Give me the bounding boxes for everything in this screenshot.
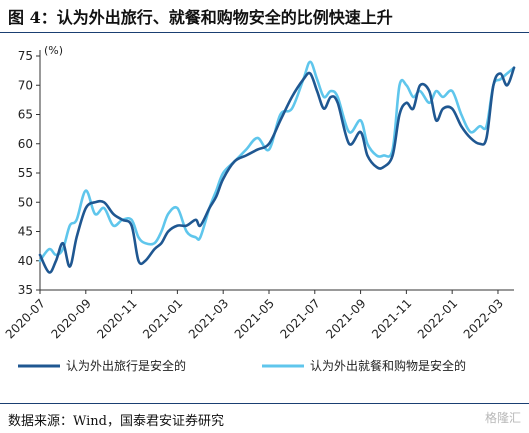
y-tick-label: 35 <box>18 283 33 297</box>
x-tick-label: 2021-05 <box>232 296 277 341</box>
x-tick-label: 2022-01 <box>415 296 460 341</box>
figure-title: 图 4：认为外出旅行、就餐和购物安全的比例快速上升 <box>8 8 393 27</box>
y-tick-label: 45 <box>18 225 33 239</box>
legend-label-2: 认为外出就餐和购物是安全的 <box>310 358 466 373</box>
y-tick-label: 40 <box>18 254 33 268</box>
watermark: 格隆汇 <box>484 411 521 425</box>
title-rule <box>0 32 529 33</box>
y-tick-label: 55 <box>18 166 33 180</box>
x-tick-label: 2022-03 <box>461 296 506 341</box>
x-tick-label: 2021-09 <box>323 296 368 341</box>
legend-label-1: 认为外出旅行是安全的 <box>66 358 186 373</box>
x-tick-label: 2020-07 <box>3 296 48 341</box>
series-line-2 <box>38 60 516 263</box>
y-tick-label: 75 <box>18 49 33 63</box>
x-tick-label: 2021-07 <box>277 296 322 341</box>
line-chart: (%) 35 40 45 50 55 60 65 70 75 2020-07 2020-09 2020-… <box>3 44 516 373</box>
x-tick-label: 2020-11 <box>94 296 139 341</box>
y-axis-unit-label: (%) <box>44 44 63 57</box>
source-rule <box>0 403 529 404</box>
y-tick-label: 65 <box>18 108 33 122</box>
y-tick-label: 60 <box>18 137 33 151</box>
x-tick-label: 2021-11 <box>369 296 414 341</box>
plot-area: (%) 35 40 45 50 55 60 65 70 75 2020-07 2020-09 2020-… <box>3 44 516 373</box>
y-tick-label: 70 <box>18 78 33 92</box>
series-line-1 <box>38 66 516 274</box>
x-tick-label: 2021-03 <box>186 296 231 341</box>
source-note: 数据来源：Wind，国泰君安证券研究 <box>8 414 224 429</box>
y-tick-label: 50 <box>18 195 33 209</box>
x-tick-label: 2021-01 <box>140 296 185 341</box>
x-tick-label: 2020-09 <box>49 296 94 341</box>
